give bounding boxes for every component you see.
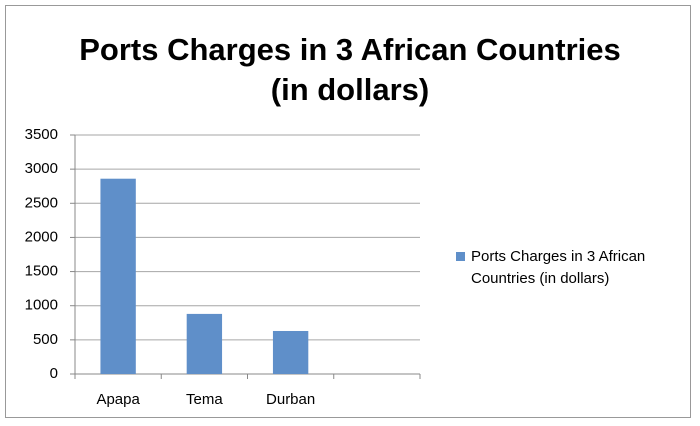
chart-title: Ports Charges in 3 African Countries (in… <box>79 32 621 107</box>
bar <box>272 330 309 374</box>
legend: Ports Charges in 3 African Countries (in… <box>456 246 656 290</box>
y-tick-label: 2500 <box>25 194 58 211</box>
x-tick-label: Durban <box>266 391 315 408</box>
bar <box>186 313 223 374</box>
chart-frame <box>5 5 691 418</box>
y-tick-label: 500 <box>33 331 58 348</box>
y-tick-label: 1000 <box>25 297 58 314</box>
legend-key <box>456 252 465 261</box>
y-tick-label: 2000 <box>25 228 58 245</box>
y-tick-label: 3000 <box>25 160 58 177</box>
legend-label: Ports Charges in 3 African Countries (in… <box>471 248 646 287</box>
y-tick-label: 0 <box>50 365 58 382</box>
y-tick-label: 1500 <box>25 263 58 280</box>
x-tick-label: Tema <box>186 391 223 408</box>
x-tick-label: Apapa <box>96 391 140 408</box>
y-tick-label: 3500 <box>25 126 58 143</box>
bar <box>100 178 136 374</box>
